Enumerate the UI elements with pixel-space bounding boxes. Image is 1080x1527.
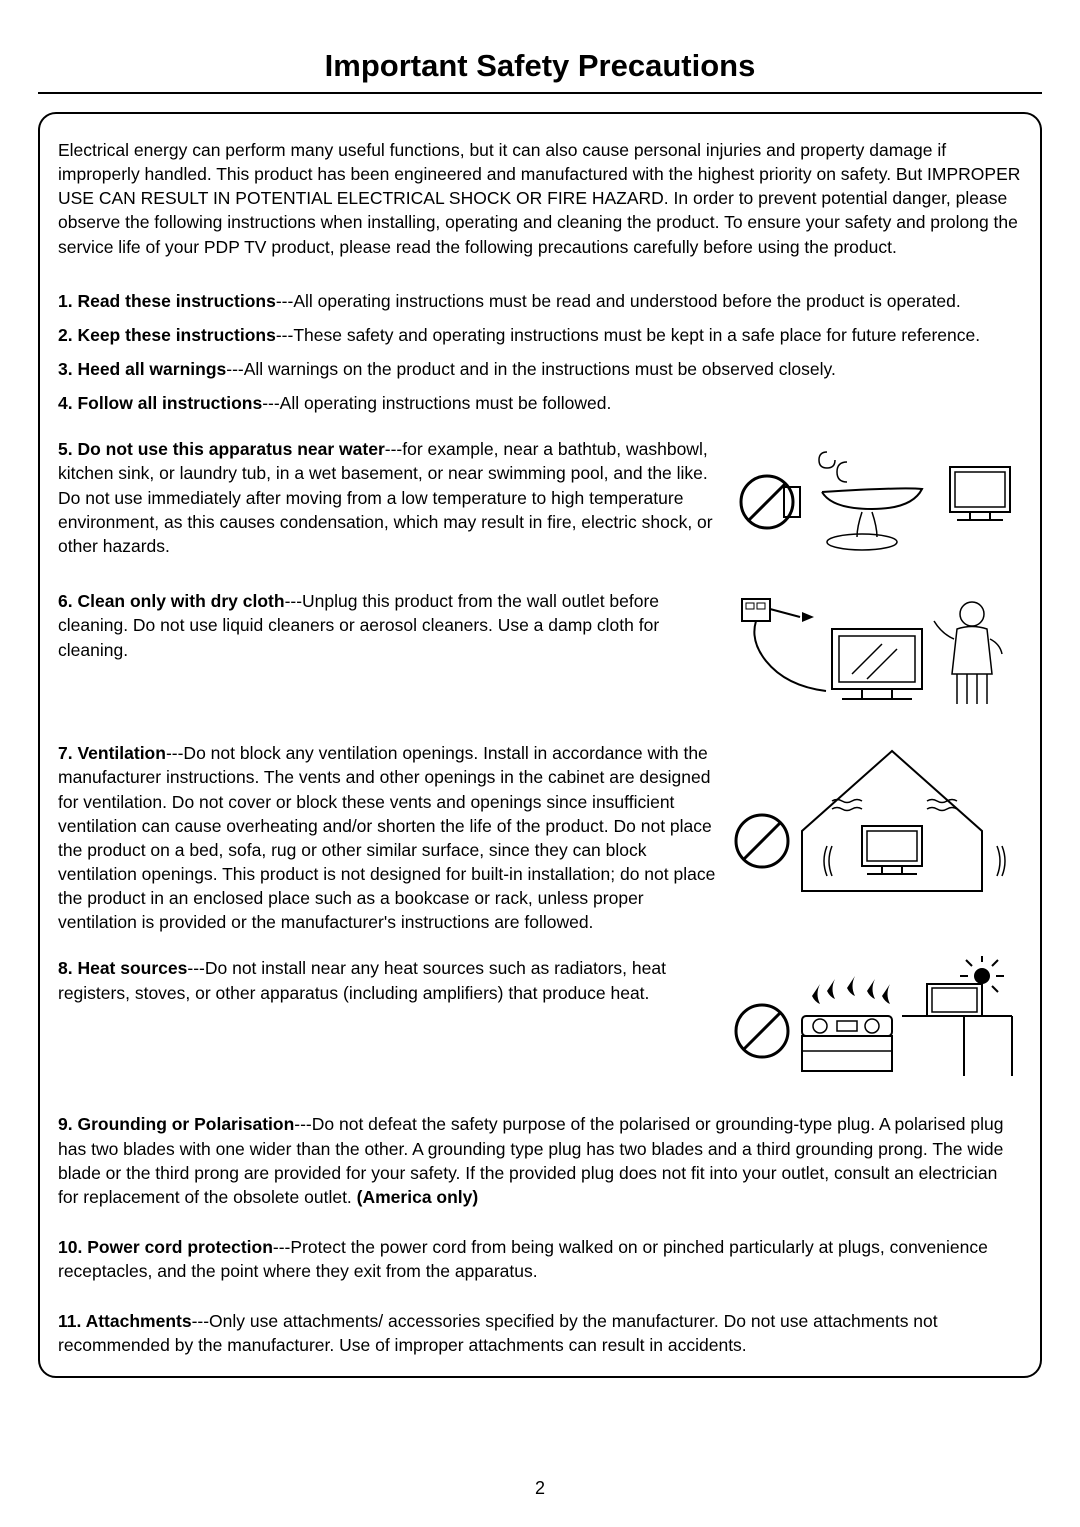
- page-title: Important Safety Precautions: [38, 48, 1042, 84]
- item-11: 11. Attachments---Only use attachments/ …: [58, 1309, 1022, 1357]
- item-10: 10. Power cord protection---Protect the …: [58, 1235, 1022, 1283]
- item-3-bold: 3. Heed all warnings: [58, 359, 226, 379]
- item-11-bold: 11. Attachments: [58, 1311, 192, 1331]
- item-7-section: 7. Ventilation---Do not block any ventil…: [58, 741, 1022, 934]
- item-3-text: ---All warnings on the product and in th…: [226, 359, 836, 379]
- item-9-suffix: (America only): [357, 1187, 479, 1207]
- item-9: 9. Grounding or Polarisation---Do not de…: [58, 1112, 1022, 1209]
- item-4: 4. Follow all instructions---All operati…: [58, 391, 1022, 415]
- item-8-bold: 8. Heat sources: [58, 958, 187, 978]
- illustration-ventilation: [732, 741, 1022, 901]
- item-5-text2: Do not use immediately after moving from…: [58, 486, 720, 558]
- title-underline: [38, 92, 1042, 94]
- item-1: 1. Read these instructions---All operati…: [58, 289, 1022, 313]
- illustration-cleaning: [732, 589, 1022, 719]
- item-2-text: ---These safety and operating instructio…: [276, 325, 980, 345]
- item-6-bold: 6. Clean only with dry cloth: [58, 591, 285, 611]
- item-7-bold: 7. Ventilation: [58, 743, 166, 763]
- item-5-bold: 5. Do not use this apparatus near water: [58, 439, 385, 459]
- item-5-section: 5. Do not use this apparatus near water-…: [58, 437, 1022, 567]
- item-4-bold: 4. Follow all instructions: [58, 393, 262, 413]
- page-number: 2: [0, 1478, 1080, 1499]
- illustration-water: [732, 437, 1022, 567]
- item-9-bold: 9. Grounding or Polarisation: [58, 1114, 294, 1134]
- item-2: 2. Keep these instructions---These safet…: [58, 323, 1022, 347]
- item-10-bold: 10. Power cord protection: [58, 1237, 273, 1257]
- item-4-text: ---All operating instructions must be fo…: [262, 393, 611, 413]
- item-6-section: 6. Clean only with dry cloth---Unplug th…: [58, 589, 1022, 719]
- intro-paragraph: Electrical energy can perform many usefu…: [58, 138, 1022, 259]
- item-2-bold: 2. Keep these instructions: [58, 325, 276, 345]
- item-1-text: ---All operating instructions must be re…: [276, 291, 961, 311]
- item-3: 3. Heed all warnings---All warnings on t…: [58, 357, 1022, 381]
- item-1-bold: 1. Read these instructions: [58, 291, 276, 311]
- illustration-heat: [732, 956, 1022, 1086]
- item-7-text: ---Do not block any ventilation openings…: [58, 743, 715, 932]
- content-box: Electrical energy can perform many usefu…: [38, 112, 1042, 1378]
- item-8-section: 8. Heat sources---Do not install near an…: [58, 956, 1022, 1086]
